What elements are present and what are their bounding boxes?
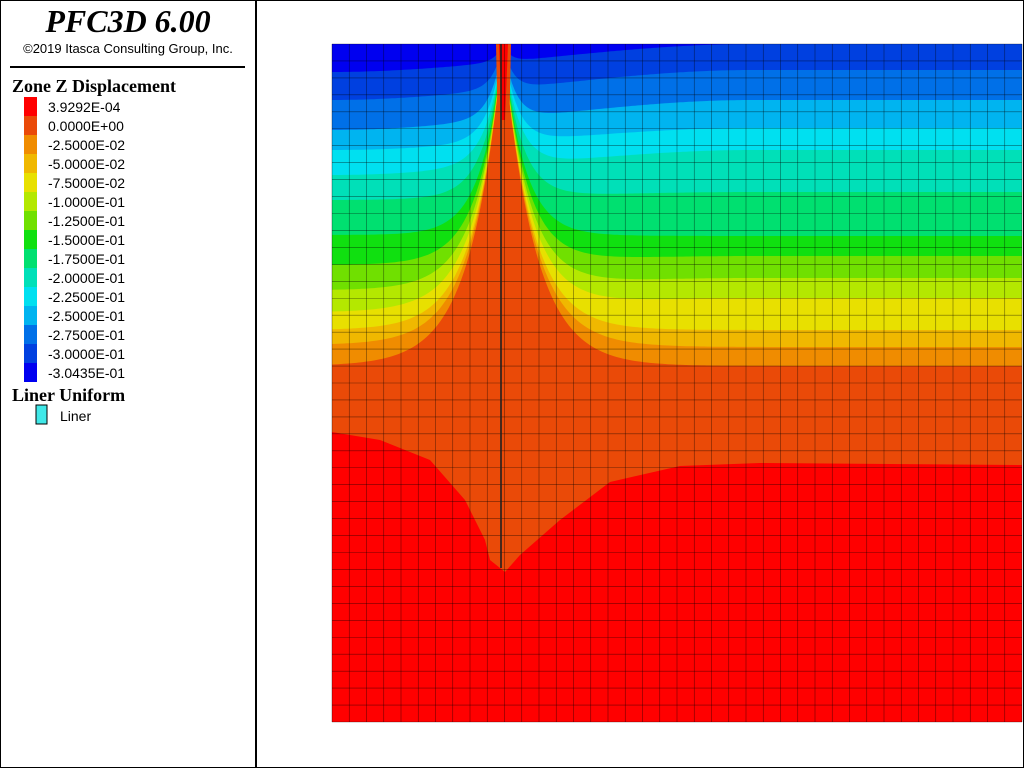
legend-swatch: [24, 249, 37, 268]
legend-label: -3.0435E-01: [48, 365, 125, 381]
legend-label: -2.7500E-01: [48, 327, 125, 343]
legend-label: 3.9292E-04: [48, 99, 121, 115]
legend-swatch: [24, 363, 37, 382]
legend-swatch: [24, 154, 37, 173]
legend-label: -7.5000E-02: [48, 175, 125, 191]
legend-label: 0.0000E+00: [48, 118, 124, 134]
legend-swatch: [24, 344, 37, 363]
mesh: [331, 43, 1023, 723]
legend-label: -2.0000E-01: [48, 270, 125, 286]
legend-swatch: [24, 116, 37, 135]
legend-swatch: [24, 192, 37, 211]
app-title: PFC3D 6.00: [44, 3, 210, 39]
legend-label: -5.0000E-02: [48, 156, 125, 172]
liner-label: Liner: [60, 408, 91, 424]
legend-label: -1.7500E-01: [48, 251, 125, 267]
legend-title: Zone Z Displacement: [12, 76, 176, 96]
legend-label: -2.5000E-02: [48, 137, 125, 153]
legend-swatch: [24, 287, 37, 306]
liner-swatch: [35, 404, 48, 425]
legend-swatch: [24, 135, 37, 154]
copyright: ©2019 Itasca Consulting Group, Inc.: [23, 41, 233, 56]
legend-label: -2.2500E-01: [48, 289, 125, 305]
legend-label: -1.0000E-01: [48, 194, 125, 210]
legend-label: -2.5000E-01: [48, 308, 125, 324]
contour-plot: [331, 43, 1023, 723]
legend-swatch: [24, 230, 37, 249]
legend-label: -3.0000E-01: [48, 346, 125, 362]
legend-swatch: [24, 211, 37, 230]
contour-band: [496, 44, 511, 230]
legend-label: -1.2500E-01: [48, 213, 125, 229]
legend-swatch: [24, 268, 37, 287]
legend-swatch: [24, 173, 37, 192]
legend-swatch: [24, 306, 37, 325]
liner-legend-title: Liner Uniform: [12, 385, 125, 405]
legend-swatch: [24, 325, 37, 344]
legend-label: -1.5000E-01: [48, 232, 125, 248]
legend-swatch: [24, 97, 37, 116]
